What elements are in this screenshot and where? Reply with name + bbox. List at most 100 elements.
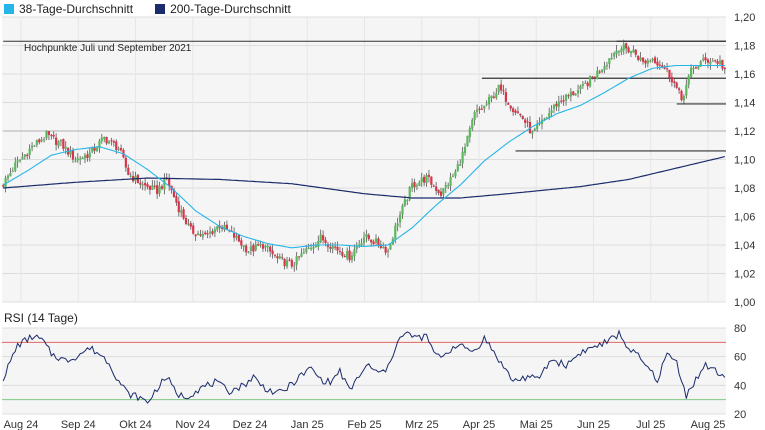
price-y-tick-label: 1,10 bbox=[734, 155, 755, 167]
candle-body bbox=[504, 92, 508, 102]
candle-body bbox=[216, 226, 219, 230]
candle-body bbox=[252, 245, 255, 252]
candle-body bbox=[641, 57, 645, 62]
candle-body bbox=[564, 94, 568, 101]
x-tick-label: Nov 24 bbox=[175, 419, 210, 430]
candle-body bbox=[360, 243, 363, 246]
candle-body bbox=[23, 154, 26, 157]
rsi-plot-area bbox=[2, 328, 726, 414]
candle-body bbox=[415, 185, 419, 187]
candle-body bbox=[358, 244, 361, 246]
price-y-tick-label: 1,02 bbox=[734, 269, 755, 281]
candle-body bbox=[62, 139, 65, 149]
price-y-tick-label: 1,00 bbox=[734, 297, 755, 309]
candle-body bbox=[413, 182, 416, 188]
candle-body bbox=[665, 68, 669, 70]
candle-body bbox=[651, 58, 654, 61]
x-tick-label: Jul 25 bbox=[636, 419, 665, 430]
candle-body bbox=[709, 61, 712, 65]
candle-body bbox=[300, 253, 303, 257]
candle-body bbox=[403, 199, 406, 206]
candle-body bbox=[187, 223, 190, 225]
candle-body bbox=[418, 182, 421, 186]
candle-body bbox=[33, 145, 36, 147]
candle-body bbox=[463, 147, 467, 154]
candle-body bbox=[38, 139, 41, 143]
ma200-line bbox=[3, 156, 725, 199]
candle-body bbox=[466, 135, 469, 147]
candle-body bbox=[322, 235, 325, 241]
candle-body bbox=[57, 141, 60, 147]
x-tick-label: Dez 24 bbox=[233, 419, 268, 430]
candle-body bbox=[158, 186, 161, 194]
candle-body bbox=[370, 239, 373, 243]
candle-body bbox=[687, 75, 690, 85]
rsi-y-tick-label: 60 bbox=[734, 352, 746, 364]
candle-body bbox=[336, 246, 339, 251]
candle-body bbox=[305, 248, 308, 252]
candle-body bbox=[521, 116, 524, 119]
candle-body bbox=[146, 184, 149, 187]
candle-body bbox=[502, 90, 505, 92]
candle-body bbox=[716, 61, 719, 64]
rsi-line bbox=[2, 329, 726, 404]
candle-body bbox=[447, 185, 450, 187]
candle-body bbox=[620, 48, 623, 53]
candle-body bbox=[172, 189, 176, 198]
candle-body bbox=[245, 245, 248, 253]
candle-body bbox=[124, 157, 127, 168]
price-y-tick-label: 1,16 bbox=[734, 69, 755, 81]
candle-body bbox=[79, 158, 82, 160]
candle-body bbox=[444, 185, 447, 188]
candle-body bbox=[584, 82, 587, 84]
candle-body bbox=[144, 183, 147, 186]
candle-body bbox=[192, 225, 195, 234]
candle-body bbox=[449, 177, 452, 187]
candle-body bbox=[694, 67, 698, 69]
candle-body bbox=[401, 205, 404, 215]
candle-body bbox=[64, 146, 67, 149]
x-tick-label: Sep 24 bbox=[61, 419, 96, 430]
candle-body bbox=[514, 110, 517, 113]
candle-body bbox=[677, 88, 681, 91]
candle-body bbox=[519, 113, 522, 116]
candle-body bbox=[427, 174, 431, 177]
candle-body bbox=[283, 258, 286, 267]
candle-body bbox=[211, 231, 214, 234]
candle-body bbox=[576, 90, 580, 94]
candle-body bbox=[93, 147, 96, 151]
candle-body bbox=[281, 257, 284, 259]
candle-body bbox=[372, 241, 375, 244]
candle-body bbox=[353, 249, 356, 257]
x-tick-label: Mrz 25 bbox=[405, 419, 439, 430]
candle-body bbox=[362, 237, 366, 244]
candle-body bbox=[408, 187, 411, 200]
legend-swatch-ma38 bbox=[4, 4, 14, 14]
candle-body bbox=[47, 131, 51, 135]
candle-body bbox=[545, 117, 548, 119]
candle-body bbox=[160, 186, 164, 189]
candle-body bbox=[608, 58, 611, 65]
price-y-tick-label: 1,08 bbox=[734, 183, 755, 195]
candle-body bbox=[76, 158, 79, 161]
candle-body bbox=[88, 152, 91, 158]
candle-body bbox=[91, 147, 94, 152]
candle-body bbox=[711, 60, 714, 62]
candle-body bbox=[273, 254, 277, 256]
candle-body bbox=[567, 95, 570, 97]
candle-body bbox=[661, 65, 664, 68]
candle-body bbox=[55, 137, 58, 145]
candle-body bbox=[6, 175, 10, 179]
candle-body bbox=[45, 131, 48, 139]
candle-body bbox=[184, 218, 188, 224]
candle-body bbox=[204, 232, 207, 235]
candle-body bbox=[235, 235, 238, 238]
candle-body bbox=[581, 83, 584, 86]
candle-body bbox=[194, 234, 197, 237]
legend-item-ma38[interactable]: 38-Tage-Durchschnitt bbox=[4, 2, 133, 16]
candle-body bbox=[110, 140, 113, 142]
candle-body bbox=[459, 164, 462, 166]
candle-body bbox=[100, 137, 103, 142]
legend-item-ma200[interactable]: 200-Tage-Durchschnitt bbox=[155, 2, 291, 16]
candle-body bbox=[605, 64, 609, 67]
